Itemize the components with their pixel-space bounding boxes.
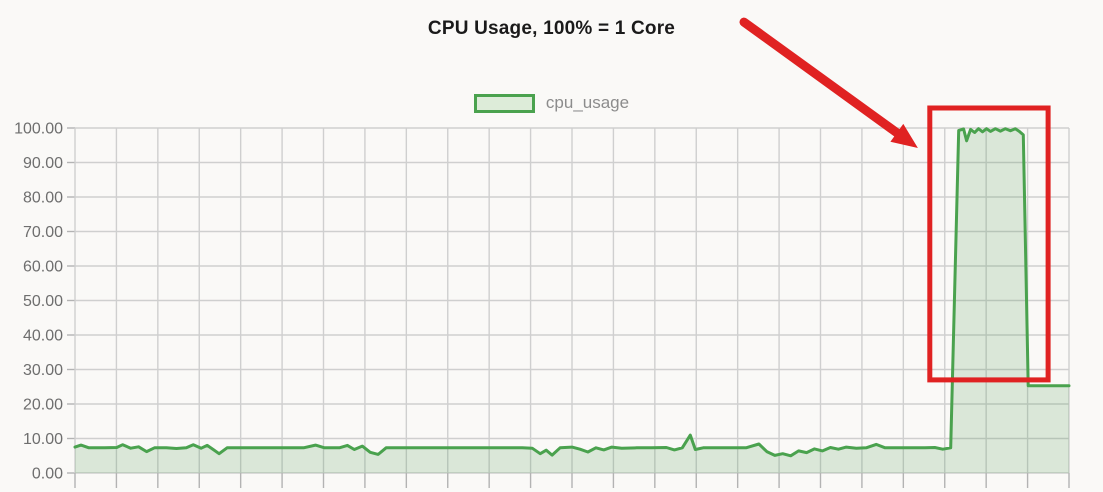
y-axis-label: 40.00 [23,328,63,345]
y-axis-label: 10.00 [23,431,63,448]
annotation-arrow [739,17,918,148]
y-axis-label: 30.00 [23,362,63,379]
spike-highlight-box [927,105,1051,383]
y-axis-label: 20.00 [23,397,63,414]
y-axis-label: 100.00 [14,121,63,138]
arrowhead-icon [890,123,918,148]
y-axis-label: 50.00 [23,293,63,310]
y-axis-label: 60.00 [23,259,63,276]
y-axis-tick-labels: 0.00 10.00 20.00 30.00 40.00 50.00 60.00 70.00 8… [14,121,63,483]
legend: cpu_usage [0,93,1103,113]
legend-label-cpu-usage: cpu_usage [545,93,630,112]
cpu_usage-area [75,128,1069,473]
grid [67,127,1070,488]
y-axis-label: 80.00 [23,190,63,207]
cpu_usage-line [73,127,1071,458]
legend-swatch-cpu-usage [473,93,535,113]
y-axis-label: 70.00 [23,224,63,241]
chart-title: CPU Usage, 100% = 1 Core [427,18,676,39]
y-axis-label: 0.00 [32,466,63,483]
y-axis-label: 90.00 [23,155,63,172]
